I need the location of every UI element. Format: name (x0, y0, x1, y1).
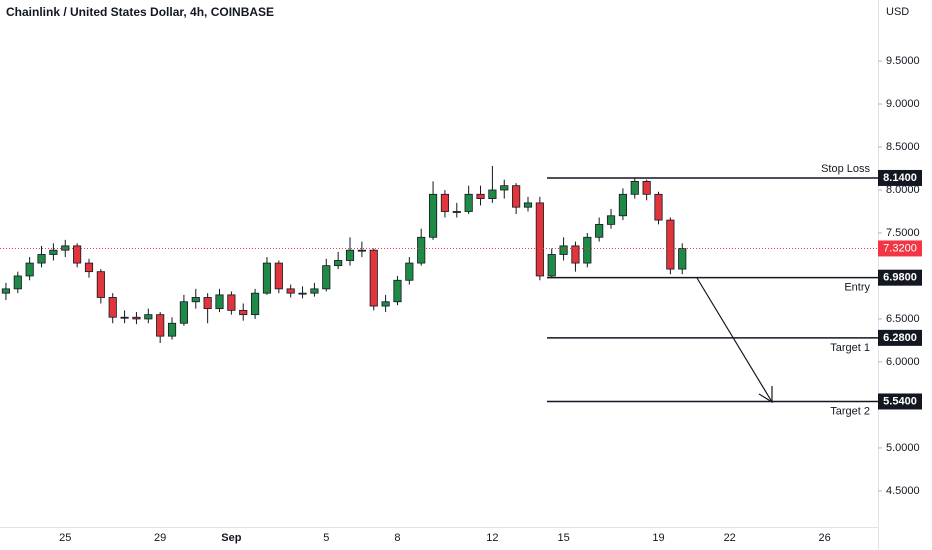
x-tick-label: 19 (652, 532, 664, 544)
last-price-label: 7.3200 (883, 242, 917, 254)
candle-body (618, 193, 627, 217)
candle-body (251, 292, 260, 316)
level-name: Entry (844, 282, 870, 294)
level-box (878, 393, 922, 410)
candle-body (630, 180, 639, 195)
candle-body (428, 193, 438, 238)
candle-body (156, 314, 165, 337)
chart-title: Chainlink / United States Dollar, 4h, CO… (6, 5, 274, 19)
level-box (878, 329, 922, 346)
candle-body (96, 271, 105, 298)
candle-body (215, 294, 224, 310)
candle-body (203, 297, 212, 310)
candle-body (310, 288, 319, 294)
level-name: Target 2 (830, 405, 870, 417)
x-tick-label: 5 (323, 532, 329, 544)
candle-body (405, 262, 414, 281)
candle-body (500, 185, 509, 191)
candle-body (286, 288, 295, 294)
candle-body (191, 297, 200, 303)
candle-body (654, 193, 663, 221)
level-name: Stop Loss (821, 163, 870, 175)
candle-body (84, 262, 94, 273)
x-tick-label: 25 (59, 532, 71, 544)
level-box (878, 269, 922, 286)
candle-body (179, 301, 188, 324)
x-tick-label: 15 (557, 532, 569, 544)
level-label: 6.2800 (883, 332, 917, 344)
candle-body (239, 309, 248, 316)
x-tick-label: 12 (486, 532, 498, 544)
candle-body (678, 248, 687, 270)
candle-body (440, 193, 450, 212)
currency-label: USD (886, 6, 909, 18)
level-label: 6.9800 (883, 272, 917, 284)
candle-body (132, 316, 141, 320)
y-tick-label: 7.5000 (886, 227, 920, 239)
candle-body (642, 180, 651, 195)
candle-body (108, 297, 117, 318)
candle-body (393, 279, 402, 303)
candle-body (464, 193, 473, 212)
x-tick-label: 26 (818, 532, 830, 544)
candle-body (274, 262, 283, 290)
candle-body (595, 223, 604, 238)
candle-body (1, 288, 11, 294)
candle-body (345, 249, 355, 261)
level-label: 5.5400 (883, 395, 917, 407)
candle-body (120, 316, 129, 319)
candle-body (381, 301, 390, 307)
candle-body (512, 185, 521, 208)
candle-body (334, 260, 343, 267)
level-name: Target 1 (830, 342, 870, 354)
projection-arrow (696, 277, 773, 404)
x-tick-label: 22 (724, 532, 736, 544)
candle-body (523, 202, 533, 208)
y-tick-label: 5.0000 (886, 442, 920, 454)
candle-body (73, 245, 82, 264)
candle-body (49, 249, 58, 255)
candle-body (25, 262, 34, 277)
x-tick-label: 8 (394, 532, 400, 544)
candle-body (547, 254, 556, 277)
candle-body (13, 275, 22, 290)
candle-body (417, 236, 426, 264)
y-tick-label: 4.5000 (886, 485, 920, 497)
y-tick-label: 6.5000 (886, 313, 920, 325)
candle-body (298, 292, 307, 295)
candle-body (606, 215, 616, 225)
x-tick-label: 29 (154, 532, 166, 544)
y-tick-label: 6.0000 (886, 356, 920, 368)
y-tick-label: 8.5000 (886, 141, 920, 153)
candle-body (488, 189, 497, 199)
candle-body (227, 294, 236, 311)
y-tick-label: 8.0000 (886, 184, 920, 196)
candle-body (666, 219, 675, 270)
candle-body (476, 193, 485, 199)
candle-body (452, 211, 461, 213)
candle-body (144, 314, 153, 320)
candle-body (559, 245, 568, 255)
candle-body (583, 236, 592, 264)
candle-body (61, 245, 70, 251)
candle-body (167, 322, 177, 337)
candle-body (535, 202, 544, 277)
arrow-line (696, 277, 773, 403)
candle-body (262, 262, 272, 294)
y-tick-label: 9.5000 (886, 55, 920, 67)
candle-body (369, 249, 378, 307)
last-price-box (878, 240, 922, 257)
candles (1, 165, 687, 344)
candle-body (357, 249, 366, 252)
x-tick-label: Sep (221, 532, 241, 544)
level-label: 8.1400 (883, 172, 917, 184)
level-box (878, 169, 922, 186)
y-tick-label: 9.0000 (886, 98, 920, 110)
candle-body (571, 245, 580, 264)
arrow-head (758, 386, 773, 404)
candle-body (37, 254, 46, 264)
candle-body (322, 265, 331, 290)
